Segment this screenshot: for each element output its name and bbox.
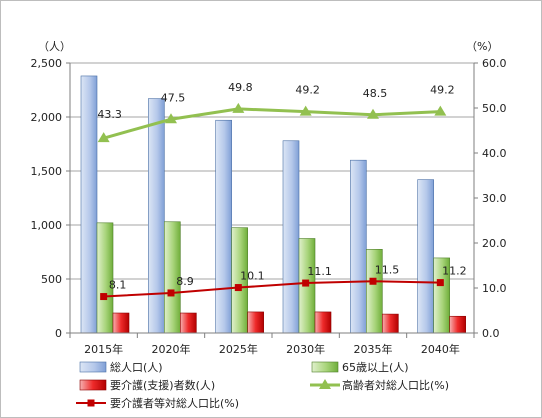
care-needed-bar bbox=[382, 313, 399, 334]
total-population-bar bbox=[282, 140, 300, 334]
senior-ratio-label: 49.2 bbox=[430, 84, 455, 97]
senior-ratio-label: 47.5 bbox=[161, 91, 186, 104]
line-series bbox=[97, 102, 447, 301]
bar-series bbox=[80, 75, 466, 334]
care-ratio-label: 11.5 bbox=[375, 263, 400, 276]
total-population-bar bbox=[80, 75, 98, 334]
right-tick-label: 60.0 bbox=[482, 57, 507, 70]
care-ratio-label: 11.1 bbox=[307, 265, 332, 278]
senior-ratio-marker bbox=[367, 108, 379, 119]
care-ratio-marker bbox=[369, 277, 377, 285]
legend-care-needed: 要介護(支援)者数(人) bbox=[79, 378, 215, 392]
care-ratio-label: 11.2 bbox=[442, 265, 467, 278]
senior-ratio-line bbox=[103, 107, 441, 140]
right-axis-ticks: 0.0 10.0 20.0 30.0 40.0 50.0 60.0 bbox=[474, 57, 507, 340]
legend-label: 総人口(人) bbox=[110, 360, 163, 374]
care-needed-bar bbox=[449, 315, 466, 334]
left-tick-label: 2,500 bbox=[31, 57, 63, 70]
senior-ratio-marker bbox=[434, 105, 447, 116]
senior-ratio-label: 49.2 bbox=[295, 84, 320, 97]
aged-65-plus-bar bbox=[366, 249, 383, 334]
left-axis-unit: （人） bbox=[38, 40, 71, 53]
axes bbox=[69, 63, 475, 338]
category-label: 2040年 bbox=[421, 342, 460, 356]
gridlines bbox=[70, 62, 474, 280]
right-tick-label: 50.0 bbox=[482, 102, 507, 115]
legend-label: 要介護者等対総人口比(%) bbox=[110, 396, 239, 410]
right-tick-label: 20.0 bbox=[482, 237, 507, 250]
total-population-bar bbox=[148, 98, 165, 334]
category-label: 2035年 bbox=[354, 342, 393, 356]
care-ratio-label: 10.1 bbox=[240, 270, 265, 283]
legend: 総人口(人) 65歳以上(人) 要介護(支援)者数(人) 高齢者対総人口比(%) 要介護… bbox=[76, 360, 449, 410]
right-tick-label: 10.0 bbox=[482, 282, 507, 295]
senior-ratio-marker bbox=[97, 132, 110, 143]
right-tick-label: 30.0 bbox=[482, 192, 507, 205]
care-ratio-label: 8.9 bbox=[176, 275, 194, 288]
left-tick-label: 1,000 bbox=[31, 219, 63, 232]
category-label: 2015年 bbox=[84, 342, 123, 356]
legend-swatch bbox=[311, 361, 339, 373]
left-axis-ticks: 0 500 1,000 1,500 2,000 2,500 bbox=[31, 57, 70, 340]
care-needed-bar bbox=[314, 311, 332, 334]
legend-care-ratio: 要介護者等対総人口比(%) bbox=[76, 396, 239, 410]
category-label: 2020年 bbox=[152, 342, 191, 356]
data-labels: 43.3 47.5 49.8 49.2 48.5 49.2 8.1 8.9 10.1 11.1 11… bbox=[97, 81, 466, 292]
senior-ratio-label: 49.8 bbox=[228, 81, 253, 94]
senior-ratio-marker bbox=[165, 113, 177, 124]
legend-aged-65-plus: 65歳以上(人) bbox=[311, 361, 409, 374]
legend-label: 高齢者対総人口比(%) bbox=[342, 378, 449, 392]
care-ratio-label: 8.1 bbox=[109, 279, 127, 292]
legend-total-population: 総人口(人) bbox=[79, 360, 163, 374]
left-tick-label: 2,000 bbox=[31, 111, 63, 124]
senior-ratio-marker bbox=[232, 102, 245, 113]
care-ratio-marker bbox=[100, 293, 108, 301]
care-needed-bar bbox=[112, 312, 130, 334]
total-population-bar bbox=[215, 119, 232, 334]
legend-swatch-marker bbox=[319, 379, 331, 389]
legend-label: 要介護(支援)者数(人) bbox=[110, 378, 215, 392]
care-ratio-marker bbox=[436, 279, 444, 287]
category-label: 2025年 bbox=[219, 342, 258, 356]
category-labels: 2015年 2020年 2025年 2030年 2035年 2040年 bbox=[84, 342, 460, 356]
right-tick-label: 40.0 bbox=[482, 147, 507, 160]
care-needed-bar bbox=[247, 311, 264, 334]
category-label: 2030年 bbox=[286, 342, 325, 356]
care-ratio-marker bbox=[302, 279, 310, 287]
senior-ratio-marker bbox=[299, 105, 312, 116]
legend-swatch bbox=[79, 361, 107, 373]
legend-senior-ratio: 高齢者対総人口比(%) bbox=[310, 378, 449, 392]
care-ratio-marker bbox=[234, 284, 242, 292]
care-ratio-marker bbox=[167, 289, 175, 297]
senior-ratio-label: 48.5 bbox=[363, 87, 388, 100]
legend-swatch-marker bbox=[87, 399, 95, 407]
left-tick-label: 1,500 bbox=[31, 165, 63, 178]
care-ratio-line bbox=[103, 280, 441, 298]
legend-swatch bbox=[79, 379, 107, 391]
legend-label: 65歳以上(人) bbox=[342, 361, 409, 374]
total-population-bar bbox=[350, 159, 367, 334]
left-tick-label: 500 bbox=[41, 273, 62, 286]
right-tick-label: 0.0 bbox=[482, 327, 500, 340]
care-needed-bar bbox=[180, 312, 197, 334]
right-axis-unit: （%） bbox=[466, 40, 498, 53]
left-tick-label: 0 bbox=[55, 327, 62, 340]
senior-ratio-label: 43.3 bbox=[97, 108, 122, 121]
total-population-bar bbox=[417, 179, 434, 334]
